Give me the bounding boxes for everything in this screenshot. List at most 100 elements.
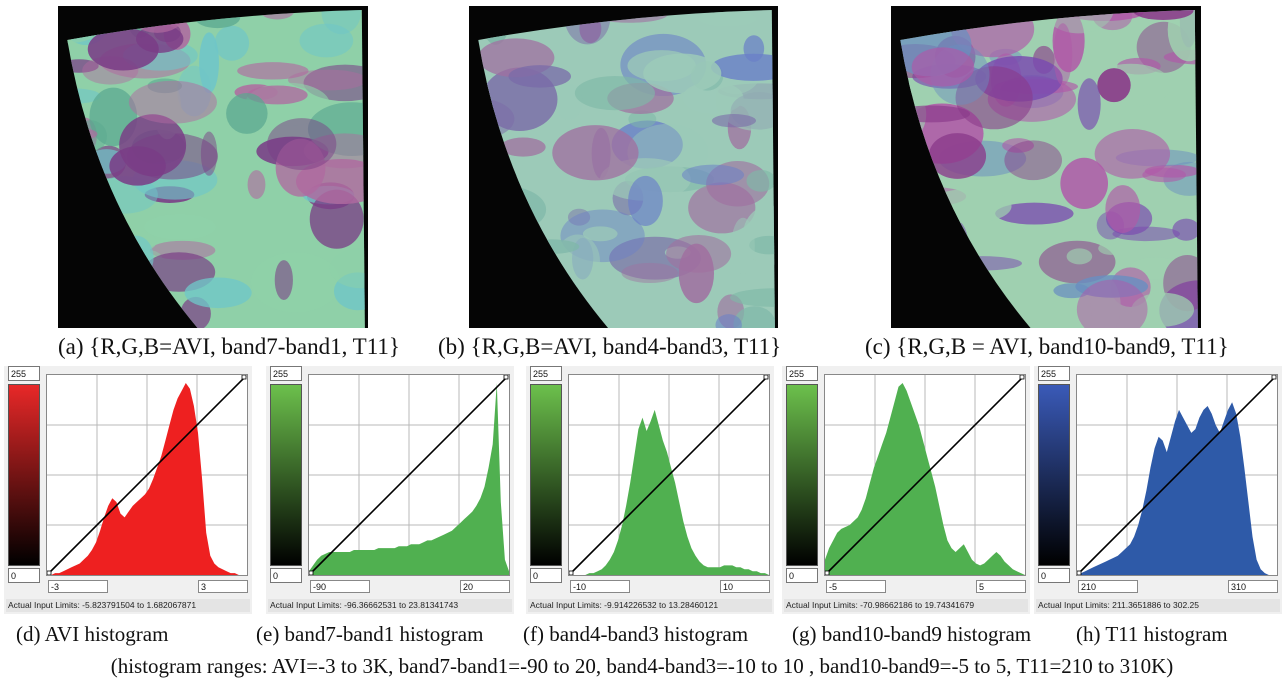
cloud-patch [303, 64, 365, 102]
low-limit-field[interactable]: -90 [310, 580, 370, 593]
high-limit-field[interactable]: 10 [720, 580, 770, 593]
cloud-patch [1076, 279, 1148, 328]
histogram-area [309, 383, 509, 575]
top-value-field[interactable]: 255 [8, 366, 40, 381]
stretch-handle-high [241, 375, 247, 380]
histogram-plot[interactable] [824, 374, 1026, 576]
actual-input-limits: Actual Input Limits: -96.36662531 to 23.… [268, 599, 512, 612]
cloud-patch [214, 25, 250, 61]
top-value-field[interactable]: 255 [786, 366, 818, 381]
composite-image-c [891, 6, 1201, 328]
cloud-patch [715, 314, 742, 328]
cloud-patch [250, 252, 341, 313]
histogram-caption-e: (e) band7-band1 histogram [256, 622, 484, 646]
stretch-handle-low [569, 570, 574, 575]
actual-input-limits: Actual Input Limits: -5.823791504 to 1.6… [6, 599, 250, 612]
stretch-line [825, 375, 1025, 575]
cloud-patch [1066, 248, 1093, 265]
stretch-handle-low [825, 570, 830, 575]
high-limit-field[interactable]: 3 [198, 580, 248, 593]
cloud-patch [1172, 218, 1198, 241]
high-limit-field[interactable]: 5 [976, 580, 1026, 593]
cloud-patch [247, 170, 266, 199]
cloud-patch [247, 85, 308, 105]
low-limit-field[interactable]: 210 [1078, 580, 1138, 593]
cloud-patch [1043, 10, 1115, 34]
high-limit-field[interactable]: 310 [1228, 580, 1278, 593]
histogram-plot[interactable] [568, 374, 770, 576]
histogram-panel-band4-band3: 255 0 -10 10 Actual Input Limits: -9.914… [526, 366, 774, 614]
histogram-plot[interactable] [308, 374, 510, 576]
cloud-patch [329, 248, 365, 289]
stretch-handle-low [1077, 570, 1082, 575]
cloud-patch [628, 175, 663, 227]
cloud-patch [746, 169, 775, 192]
cloud-patch [711, 114, 757, 128]
cloud-patch [508, 65, 571, 88]
cloud-patch [643, 53, 722, 94]
cloud-patch [628, 110, 657, 128]
cloud-patch [995, 202, 1074, 225]
cloud-patch [621, 262, 678, 284]
cloud-patch [200, 131, 218, 176]
histogram-plot[interactable] [46, 374, 248, 576]
cloud-patch [582, 226, 618, 242]
stretch-line [47, 375, 247, 575]
bottom-value-field[interactable]: 0 [270, 568, 302, 583]
stretch-handle-high [1019, 375, 1025, 380]
low-limit-field[interactable]: -10 [570, 580, 630, 593]
top-value-field[interactable]: 255 [1038, 366, 1070, 381]
color-gradient [530, 384, 562, 566]
histogram-area [1077, 402, 1277, 575]
actual-input-limits: Actual Input Limits: 211.3651886 to 302.… [1036, 599, 1280, 612]
actual-input-limits: Actual Input Limits: -70.98662186 to 19.… [784, 599, 1028, 612]
cloud-patch [1002, 138, 1035, 153]
cloud-patch [1097, 68, 1131, 103]
cloud-patch [681, 164, 745, 186]
cloud-patch [1094, 129, 1171, 179]
cloud-patch [1004, 140, 1063, 181]
cloud-patch [303, 133, 365, 169]
stretch-line [1077, 375, 1277, 575]
cloud-patch [136, 24, 184, 53]
low-limit-field[interactable]: -5 [826, 580, 886, 593]
high-limit-field[interactable]: 20 [460, 580, 510, 593]
color-gradient [1038, 384, 1070, 566]
cloud-patch [698, 11, 757, 27]
histogram-area [47, 383, 247, 575]
cloud-patch [275, 138, 326, 197]
cloud-patch [309, 189, 364, 249]
cloud-patch [552, 125, 639, 181]
cloud-patch [1053, 23, 1073, 86]
cloud-patch [274, 260, 293, 301]
cloud-patch [1098, 241, 1124, 255]
histogram-area [825, 383, 1025, 575]
bottom-value-field[interactable]: 0 [1038, 568, 1070, 583]
histogram-plot[interactable] [1076, 374, 1278, 576]
bottom-value-field[interactable]: 0 [8, 568, 40, 583]
cloud-patch [574, 75, 655, 111]
cloud-patch [128, 80, 217, 124]
color-bar: 255 0 [270, 366, 304, 583]
stretch-handle-high [503, 375, 509, 380]
cloud-patch [237, 62, 309, 80]
color-bar: 255 0 [786, 366, 820, 583]
cloud-patch [143, 213, 217, 240]
top-value-field[interactable]: 255 [270, 366, 302, 381]
histogram-panel-t11: 255 0 210 310 Actual Input Limits: 211.3… [1034, 366, 1282, 614]
low-limit-field[interactable]: -3 [48, 580, 108, 593]
stretch-handle-low [47, 570, 52, 575]
histogram-caption-d: (d) AVI histogram [16, 622, 169, 646]
color-bar: 255 0 [530, 366, 564, 583]
stretch-line [309, 375, 509, 575]
histogram-caption-g: (g) band10-band9 histogram [792, 622, 1032, 646]
cloud-patch [321, 10, 362, 35]
cloud-patch [733, 306, 775, 328]
color-bar: 255 0 [8, 366, 42, 583]
cloud-patch [1077, 78, 1101, 130]
color-bar: 255 0 [1038, 366, 1072, 583]
cloud-patch [307, 102, 365, 156]
bottom-value-field[interactable]: 0 [530, 568, 562, 583]
top-value-field[interactable]: 255 [530, 366, 562, 381]
bottom-value-field[interactable]: 0 [786, 568, 818, 583]
